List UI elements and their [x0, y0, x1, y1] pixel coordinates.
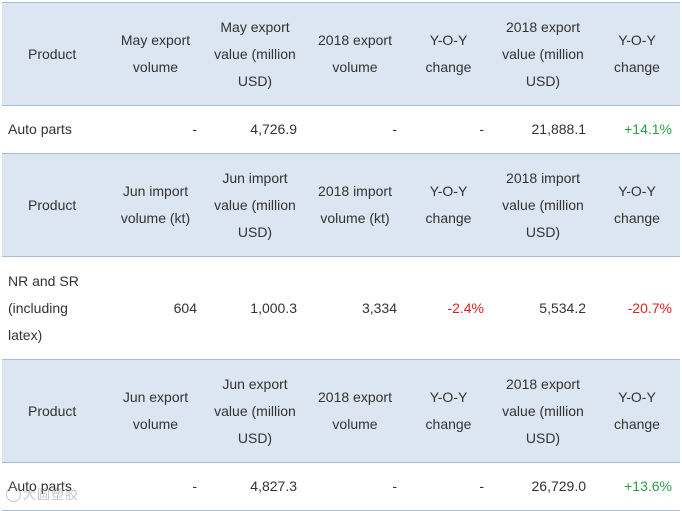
header-cell: May export volume	[106, 2, 205, 106]
data-cell: 4,726.9	[250, 121, 297, 137]
header-cell: Jun export value (million USD)	[205, 359, 305, 463]
header-cell: Jun import volume (kt)	[106, 153, 205, 257]
data-cell: 5,534.2	[539, 299, 586, 316]
product-cell: Auto parts	[8, 121, 72, 137]
data-cell: 4,827.3	[250, 478, 297, 494]
header-cell: Product	[2, 359, 106, 463]
header-cell: Y-O-Y change	[594, 359, 680, 463]
table-row: NR and SR (including latex) 604 1,000.3 …	[2, 257, 680, 360]
header-cell: 2018 export volume	[305, 2, 405, 106]
data-cell: 604	[173, 299, 197, 316]
data-cell: 3,334	[361, 299, 397, 316]
yoy-change-cell: -2.4%	[447, 299, 484, 316]
yoy-change-cell: -20.7%	[627, 299, 672, 316]
header-cell: Y-O-Y change	[405, 153, 492, 257]
data-cell: -	[392, 121, 397, 137]
yoy-change-cell: +14.1%	[624, 121, 672, 137]
table3-header-row: Product Jun export volume Jun export val…	[2, 359, 680, 463]
header-cell: Jun export volume	[106, 359, 205, 463]
watermark: 大圆塑胶	[6, 484, 79, 503]
table2-header-row: Product Jun import volume (kt) Jun impor…	[2, 153, 680, 257]
header-cell: Y-O-Y change	[405, 359, 492, 463]
data-cell: -	[192, 121, 197, 137]
watermark-text: 大圆塑胶	[23, 488, 80, 503]
data-cell: -	[479, 121, 484, 137]
header-cell: 2018 export value (million USD)	[492, 2, 594, 106]
header-cell: Jun import value (million USD)	[205, 153, 305, 257]
table-row: Auto parts - 4,827.3 - - 26,729.0 +13.6%	[2, 463, 680, 511]
header-cell: May export value (million USD)	[205, 2, 305, 106]
data-cell: 21,888.1	[531, 121, 587, 137]
data-cell: -	[392, 478, 397, 494]
data-cell: -	[192, 478, 197, 494]
watermark-logo-icon	[6, 487, 21, 502]
header-cell: Product	[2, 153, 106, 257]
product-cell: Auto parts	[8, 478, 72, 494]
header-cell: 2018 import value (million USD)	[492, 153, 594, 257]
table1-header-row: Product May export volume May export val…	[2, 2, 680, 106]
header-cell: 2018 export volume	[305, 359, 405, 463]
product-cell: NR and SR (including latex)	[8, 272, 79, 343]
header-cell: Product	[2, 2, 106, 106]
header-cell: 2018 import volume (kt)	[305, 153, 405, 257]
header-cell: 2018 export value (million USD)	[492, 359, 594, 463]
data-cell: -	[479, 478, 484, 494]
data-cell: 26,729.0	[531, 478, 587, 494]
yoy-change-cell: +13.6%	[624, 478, 672, 494]
table-row: Auto parts - 4,726.9 - - 21,888.1 +14.1%	[2, 106, 680, 154]
data-cell: 1,000.3	[250, 299, 297, 316]
header-cell: Y-O-Y change	[594, 2, 680, 106]
header-cell: Y-O-Y change	[405, 2, 492, 106]
header-cell: Y-O-Y change	[594, 153, 680, 257]
